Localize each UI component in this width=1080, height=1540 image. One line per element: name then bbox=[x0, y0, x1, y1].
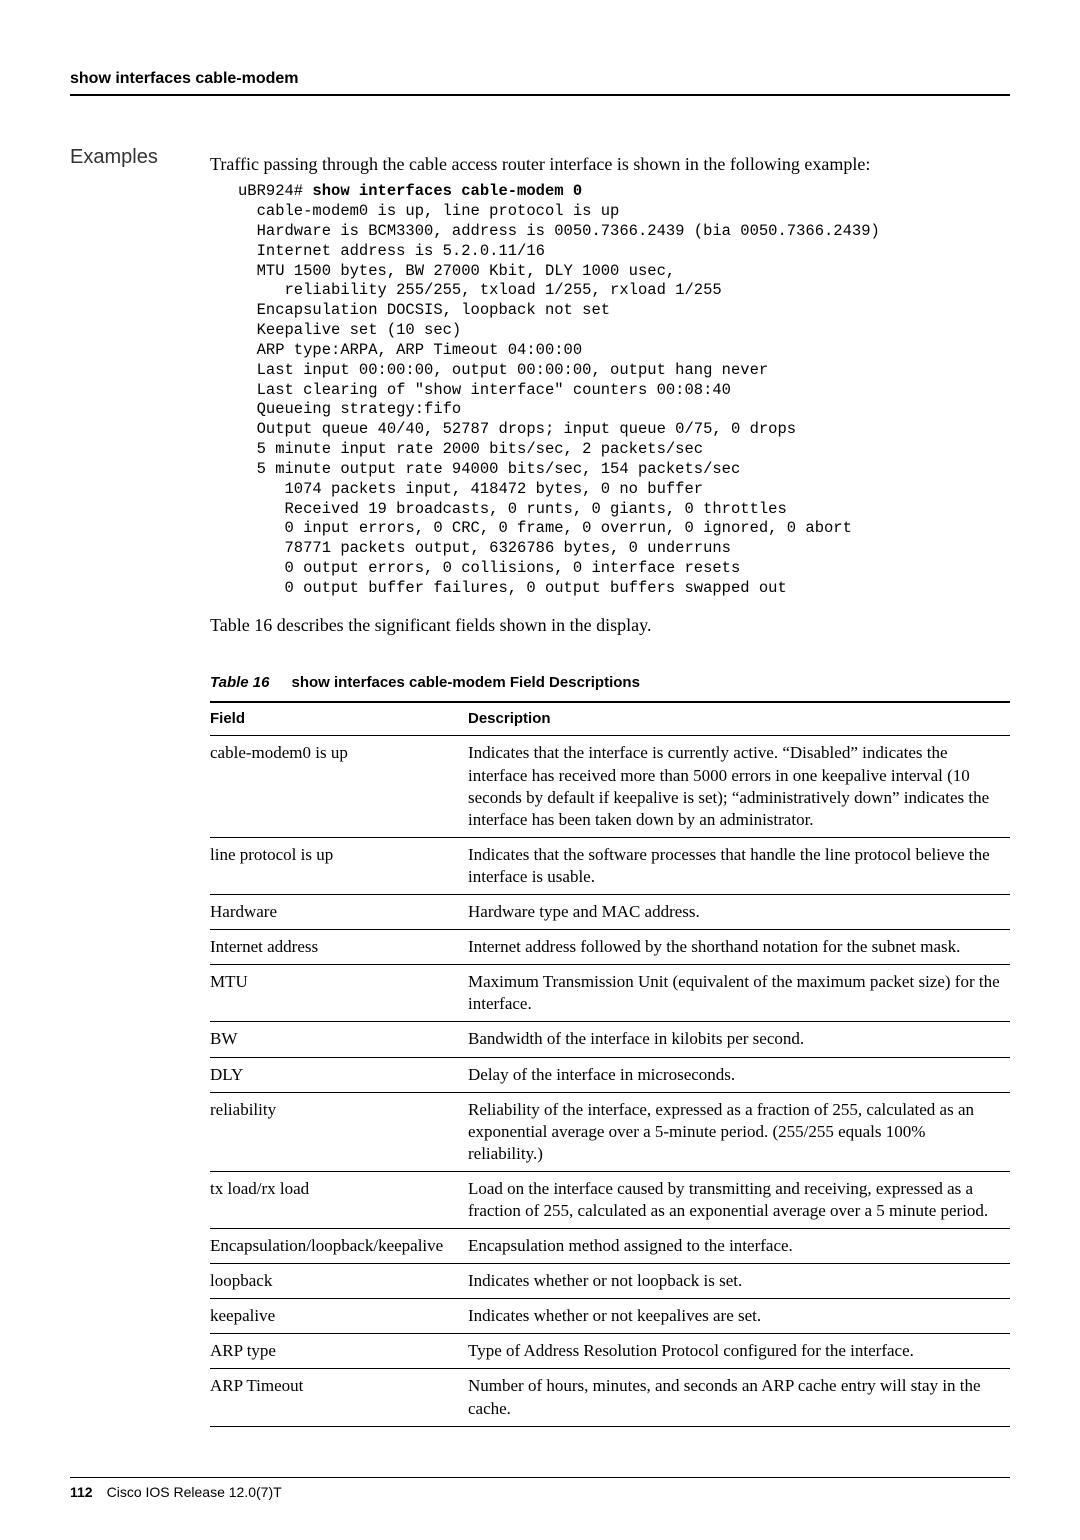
field-name-cell: cable-modem0 is up bbox=[210, 736, 468, 837]
field-description-cell: Hardware type and MAC address. bbox=[468, 895, 1010, 930]
field-description-cell: Indicates whether or not keepalives are … bbox=[468, 1299, 1010, 1334]
page-header: show interfaces cable-modem bbox=[70, 70, 1010, 96]
table-row: loopbackIndicates whether or not loopbac… bbox=[210, 1264, 1010, 1299]
field-description-cell: Number of hours, minutes, and seconds an… bbox=[468, 1369, 1010, 1426]
field-name-cell: Internet address bbox=[210, 930, 468, 965]
field-description-cell: Load on the interface caused by transmit… bbox=[468, 1171, 1010, 1228]
field-name-cell: BW bbox=[210, 1022, 468, 1057]
table-caption: Table 16show interfaces cable-modem Fiel… bbox=[210, 673, 1010, 693]
cli-output: uBR924# show interfaces cable-modem 0 ca… bbox=[238, 182, 1010, 598]
section-body: Traffic passing through the cable access… bbox=[210, 146, 1010, 1427]
field-name-cell: reliability bbox=[210, 1092, 468, 1171]
field-description-cell: Indicates that the software processes th… bbox=[468, 837, 1010, 894]
field-description-cell: Maximum Transmission Unit (equivalent of… bbox=[468, 965, 1010, 1022]
field-name-cell: ARP type bbox=[210, 1334, 468, 1369]
field-name-cell: tx load/rx load bbox=[210, 1171, 468, 1228]
cli-body: cable-modem0 is up, line protocol is up … bbox=[238, 202, 880, 597]
column-header-field: Field bbox=[210, 702, 468, 736]
page-number: 112 bbox=[70, 1484, 107, 1500]
field-description-cell: Encapsulation method assigned to the int… bbox=[468, 1229, 1010, 1264]
field-name-cell: DLY bbox=[210, 1057, 468, 1092]
table-row: reliabilityReliability of the interface,… bbox=[210, 1092, 1010, 1171]
cli-command: show interfaces cable-modem 0 bbox=[312, 182, 582, 200]
field-description-cell: Type of Address Resolution Protocol conf… bbox=[468, 1334, 1010, 1369]
field-name-cell: keepalive bbox=[210, 1299, 468, 1334]
table-row: keepaliveIndicates whether or not keepal… bbox=[210, 1299, 1010, 1334]
table-header-row: Field Description bbox=[210, 702, 1010, 736]
table-row: BWBandwidth of the interface in kilobits… bbox=[210, 1022, 1010, 1057]
table-row: Internet addressInternet address followe… bbox=[210, 930, 1010, 965]
field-name-cell: ARP Timeout bbox=[210, 1369, 468, 1426]
table-row: ARP typeType of Address Resolution Proto… bbox=[210, 1334, 1010, 1369]
field-name-cell: Encapsulation/loopback/keepalive bbox=[210, 1229, 468, 1264]
table-row: MTUMaximum Transmission Unit (equivalent… bbox=[210, 965, 1010, 1022]
field-description-cell: Bandwidth of the interface in kilobits p… bbox=[468, 1022, 1010, 1057]
table-row: tx load/rx loadLoad on the interface cau… bbox=[210, 1171, 1010, 1228]
field-name-cell: loopback bbox=[210, 1264, 468, 1299]
field-name-cell: Hardware bbox=[210, 895, 468, 930]
page-footer: 112Cisco IOS Release 12.0(7)T bbox=[70, 1477, 1010, 1500]
table-title: show interfaces cable-modem Field Descri… bbox=[291, 674, 639, 691]
table-row: cable-modem0 is upIndicates that the int… bbox=[210, 736, 1010, 837]
table-row: line protocol is upIndicates that the so… bbox=[210, 837, 1010, 894]
page: show interfaces cable-modem Examples Tra… bbox=[0, 0, 1080, 1540]
field-description-cell: Indicates that the interface is currentl… bbox=[468, 736, 1010, 837]
section-examples: Examples Traffic passing through the cab… bbox=[70, 146, 1010, 1427]
section-heading: Examples bbox=[70, 146, 210, 1427]
table-row: HardwareHardware type and MAC address. bbox=[210, 895, 1010, 930]
table-row: ARP TimeoutNumber of hours, minutes, and… bbox=[210, 1369, 1010, 1426]
field-description-cell: Reliability of the interface, expressed … bbox=[468, 1092, 1010, 1171]
column-header-description: Description bbox=[468, 702, 1010, 736]
table-number: Table 16 bbox=[210, 674, 291, 691]
table-reference-paragraph: Table 16 describes the significant field… bbox=[210, 613, 1010, 637]
cli-prompt: uBR924# bbox=[238, 182, 312, 200]
table-row: DLYDelay of the interface in microsecond… bbox=[210, 1057, 1010, 1092]
field-description-cell: Indicates whether or not loopback is set… bbox=[468, 1264, 1010, 1299]
field-description-cell: Delay of the interface in microseconds. bbox=[468, 1057, 1010, 1092]
field-name-cell: MTU bbox=[210, 965, 468, 1022]
field-description-cell: Internet address followed by the shortha… bbox=[468, 930, 1010, 965]
footer-release: Cisco IOS Release 12.0(7)T bbox=[107, 1484, 282, 1500]
field-descriptions-table: Field Description cable-modem0 is upIndi… bbox=[210, 701, 1010, 1426]
field-name-cell: line protocol is up bbox=[210, 837, 468, 894]
intro-paragraph: Traffic passing through the cable access… bbox=[210, 152, 1010, 176]
table-row: Encapsulation/loopback/keepaliveEncapsul… bbox=[210, 1229, 1010, 1264]
